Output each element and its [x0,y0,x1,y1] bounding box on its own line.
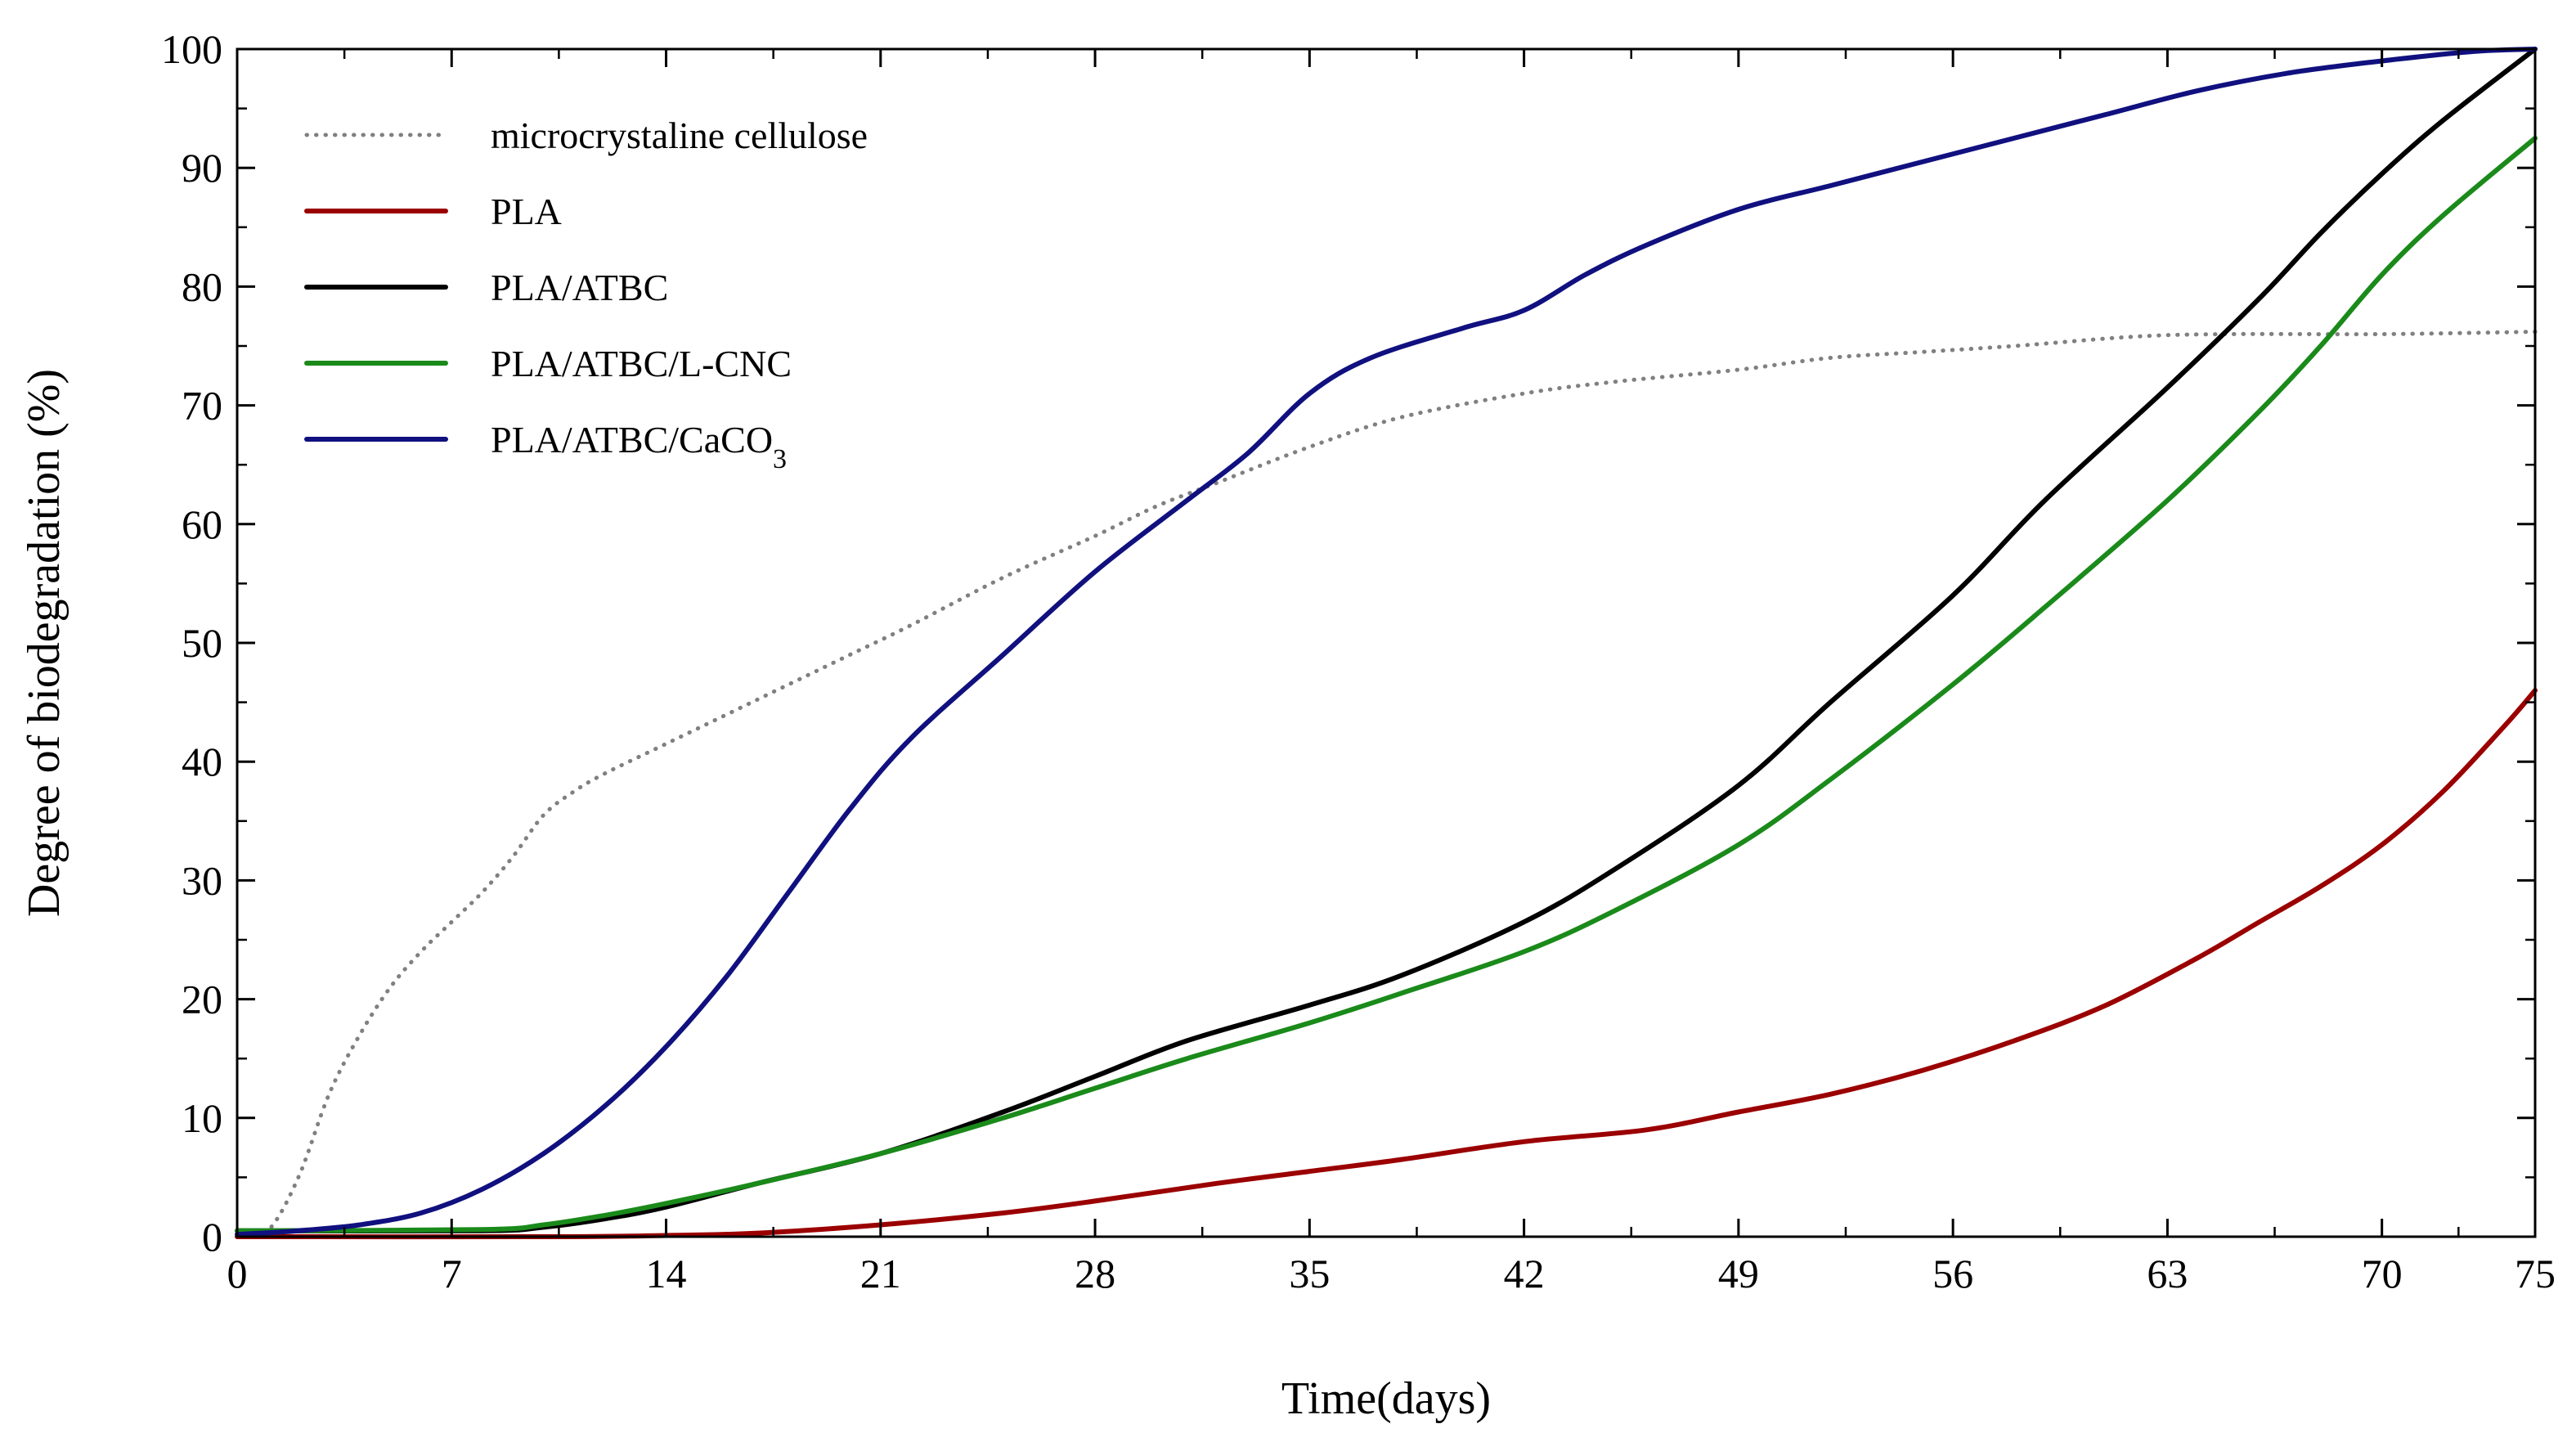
x-tick-label: 63 [2147,1251,2188,1296]
y-axis-ticks: 0 10 20 30 40 50 60 70 80 90 100 [161,26,2535,1260]
x-tick-label: 70 [2362,1251,2403,1296]
x-axis-title: Time(days) [1281,1373,1491,1424]
y-tick-label: 100 [161,26,222,72]
series-line-pla-atbc-caco3 [235,47,2538,1238]
series-line-microcrystaline-cellulose [235,330,2538,1239]
x-tick-label: 35 [1289,1251,1330,1296]
plot-lines [235,47,2538,1240]
legend-label-pla: PLA [491,191,562,232]
x-tick-label: 28 [1075,1251,1115,1296]
y-tick-label: 80 [182,263,222,309]
x-tick-label: 49 [1718,1251,1759,1296]
y-tick-label: 70 [182,383,222,429]
x-tick-label: 21 [860,1251,901,1296]
x-tick-label: 7 [442,1251,462,1296]
series-line-pla-atbc [235,47,2538,1234]
y-tick-label: 10 [182,1095,222,1141]
y-tick-label: 20 [182,977,222,1022]
legend-label-pla-atbc-l-cnc: PLA/ATBC/L-CNC [491,343,792,384]
x-tick-label: 14 [646,1251,687,1296]
y-axis-title: Degree of biodegradation (%) [19,369,70,917]
x-tick-label: 0 [227,1251,248,1296]
legend-label-pla-atbc-caco3: PLA/ATBC/CaCO3 [491,419,787,474]
y-tick-label: 90 [182,145,222,191]
y-tick-label: 50 [182,620,222,666]
y-tick-label: 40 [182,739,222,784]
legend-label-pla-atbc: PLA/ATBC [491,267,668,308]
x-tick-label: 75 [2515,1251,2556,1296]
x-tick-label: 42 [1504,1251,1545,1296]
series-line-pla-atbc-l-cnc [235,135,2538,1233]
y-tick-label: 30 [182,857,222,903]
x-axis-ticks: 0 7 14 21 28 35 42 49 56 63 70 75 [227,49,2556,1296]
y-tick-label: 0 [202,1214,222,1260]
plot-frame [236,47,2537,1238]
x-tick-label: 56 [1932,1251,1973,1296]
y-tick-label: 60 [182,501,222,547]
series-line-pla [235,688,2538,1240]
legend-label-microcrystaline-cellulose: microcrystaline cellulose [491,115,868,156]
legend: microcrystaline cellulose PLA PLA/ATBC PLA/… [304,115,868,474]
